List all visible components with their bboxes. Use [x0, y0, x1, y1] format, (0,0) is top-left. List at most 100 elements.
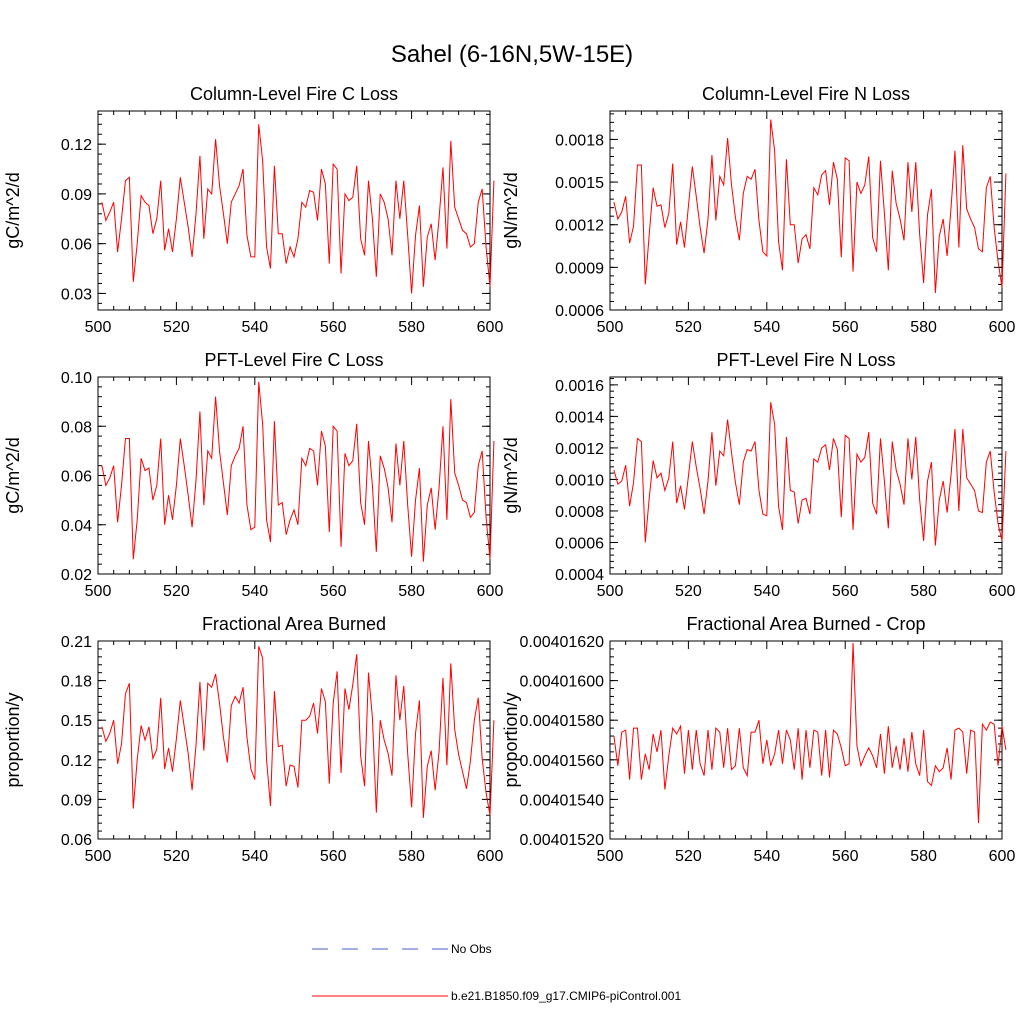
y-tick-label: 0.03	[61, 286, 92, 303]
y-tick-label: 0.0012	[555, 441, 604, 458]
x-tick-label: 520	[163, 848, 190, 865]
y-axis-label: proportion/y	[3, 692, 23, 787]
y-tick-label: 0.0016	[555, 378, 604, 395]
x-tick-label: 600	[989, 583, 1016, 600]
panel-column-fire-n-loss: Column-Level Fire N Loss gN/m^2/d 500 520…	[501, 84, 1015, 336]
x-tick-label: 500	[597, 848, 624, 865]
y-axis-label: gN/m^2/d	[501, 172, 521, 248]
series-line	[613, 119, 1007, 293]
x-tick-label: 540	[241, 583, 268, 600]
x-tick-label: 540	[753, 319, 780, 336]
y-tick-label: 0.09	[61, 792, 92, 809]
y-tick-label: 0.0008	[555, 504, 604, 521]
plot-frame	[97, 640, 491, 840]
panel-pft-fire-c-loss: PFT-Level Fire C Loss gC/m^2/d 500 520 540…	[3, 350, 503, 600]
y-tick-label: 0.00401520	[519, 832, 604, 849]
x-tick-label: 500	[85, 848, 112, 865]
x-tick-label: 500	[85, 583, 112, 600]
x-tick-label: 580	[398, 319, 425, 336]
x-tick-label: 600	[477, 583, 504, 600]
y-tick-label: 0.21	[61, 634, 92, 651]
y-tick-label: 0.08	[61, 419, 92, 436]
legend-label-model: b.e21.B1850.f09_g17.CMIP6-piControl.001	[451, 989, 681, 1003]
x-tick-label: 560	[320, 583, 347, 600]
y-tick-label: 0.12	[61, 753, 92, 770]
y-tick-label: 0.06	[61, 237, 92, 254]
x-tick-label: 580	[398, 848, 425, 865]
x-tick-label: 520	[163, 583, 190, 600]
x-tick-label: 540	[241, 319, 268, 336]
panel-title: Fractional Area Burned - Crop	[686, 614, 925, 634]
series-line	[101, 381, 495, 562]
y-tick-label: 0.00401620	[519, 634, 604, 651]
y-tick-label: 0.06	[61, 469, 92, 486]
y-tick-label: 0.15	[61, 713, 92, 730]
plot-frame	[609, 640, 1003, 840]
series-line	[613, 402, 1007, 546]
x-tick-label: 600	[477, 848, 504, 865]
panel-fractional-area-burned: Fractional Area Burned proportion/y 500 5…	[3, 614, 503, 865]
y-tick-label: 0.00401580	[519, 713, 604, 730]
x-tick-label: 600	[989, 319, 1016, 336]
legend-label-no-obs: No Obs	[451, 942, 492, 956]
x-tick-label: 600	[477, 319, 504, 336]
y-tick-label: 0.0015	[555, 175, 604, 192]
x-tick-label: 520	[675, 848, 702, 865]
x-tick-label: 580	[398, 583, 425, 600]
x-tick-label: 580	[910, 319, 937, 336]
y-tick-label: 0.02	[61, 567, 92, 584]
y-tick-label: 0.0009	[555, 260, 604, 277]
plot-frame	[97, 110, 491, 311]
y-tick-label: 0.0006	[555, 535, 604, 552]
y-tick-label: 0.0006	[555, 303, 604, 320]
series-line	[101, 646, 495, 818]
panel-title: Column-Level Fire N Loss	[702, 84, 910, 104]
y-tick-label: 0.0010	[555, 472, 604, 489]
y-axis-label: gC/m^2/d	[3, 437, 23, 513]
legend: No Obs b.e21.B1850.f09_g17.CMIP6-piContr…	[312, 942, 681, 1003]
series-line	[613, 642, 1007, 824]
panel-title: PFT-Level Fire N Loss	[716, 350, 895, 370]
panel-title: Fractional Area Burned	[202, 614, 386, 634]
y-tick-label: 0.06	[61, 832, 92, 849]
panel-title: Column-Level Fire C Loss	[190, 84, 398, 104]
panel-title: PFT-Level Fire C Loss	[204, 350, 383, 370]
plot-frame	[97, 376, 491, 575]
x-tick-label: 500	[85, 319, 112, 336]
main-title: Sahel (6-16N,5W-15E)	[391, 41, 633, 68]
y-tick-label: 0.0012	[555, 218, 604, 235]
x-tick-label: 540	[753, 583, 780, 600]
y-tick-label: 0.0004	[555, 567, 604, 584]
x-tick-label: 540	[753, 848, 780, 865]
x-tick-label: 600	[989, 848, 1016, 865]
x-tick-label: 560	[320, 848, 347, 865]
x-tick-label: 520	[675, 583, 702, 600]
y-tick-label: 0.10	[61, 370, 92, 387]
y-tick-label: 0.00401540	[519, 792, 604, 809]
x-tick-label: 560	[832, 583, 859, 600]
y-axis-label: gN/m^2/d	[501, 437, 521, 513]
panel-fractional-area-burned-crop: Fractional Area Burned - Crop proportion…	[501, 614, 1015, 865]
x-tick-label: 560	[320, 319, 347, 336]
x-tick-label: 560	[832, 848, 859, 865]
y-tick-label: 0.00401560	[519, 753, 604, 770]
x-tick-label: 520	[675, 319, 702, 336]
plot-frame	[609, 110, 1003, 311]
x-tick-label: 520	[163, 319, 190, 336]
panel-column-fire-c-loss: Column-Level Fire C Loss gC/m^2/d 500 520…	[3, 84, 503, 336]
x-tick-label: 580	[910, 583, 937, 600]
y-tick-label: 0.04	[61, 518, 92, 535]
y-tick-label: 0.12	[61, 137, 92, 154]
y-tick-label: 0.00401600	[519, 674, 604, 691]
x-tick-label: 560	[832, 319, 859, 336]
y-tick-label: 0.18	[61, 674, 92, 691]
x-tick-label: 580	[910, 848, 937, 865]
y-axis-label: gC/m^2/d	[3, 172, 23, 248]
x-tick-label: 540	[241, 848, 268, 865]
series-line	[101, 124, 495, 294]
plot-frame	[609, 376, 1003, 575]
panel-pft-fire-n-loss: PFT-Level Fire N Loss gN/m^2/d 500 520 540…	[501, 350, 1015, 600]
x-tick-label: 500	[597, 583, 624, 600]
y-tick-label: 0.0018	[555, 132, 604, 149]
